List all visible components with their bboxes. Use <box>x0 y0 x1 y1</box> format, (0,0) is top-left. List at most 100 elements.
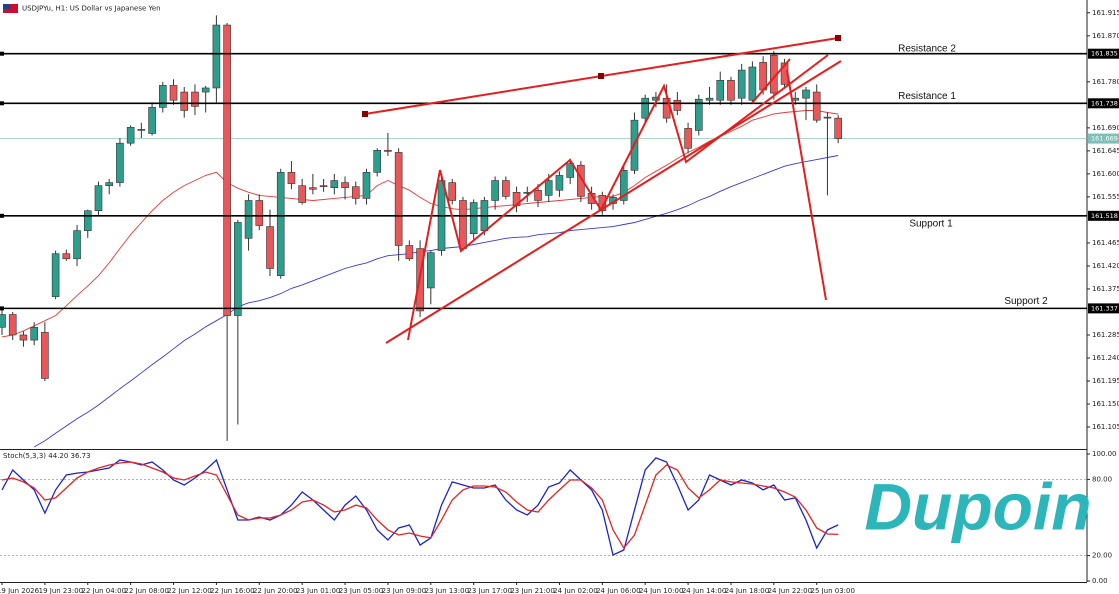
main-panel: 161.915 161.870 161.780 161.690 161.645 161.6… <box>0 9 1119 594</box>
x-tick-label: 24 Jun 06:00 <box>596 587 640 594</box>
candle-body <box>276 172 285 276</box>
y-tick-label: 100.00 <box>1092 450 1117 458</box>
candle-body <box>834 117 842 139</box>
candle-body <box>41 332 49 379</box>
x-tick-label: 23 Jun 17:00 <box>467 587 511 594</box>
trendline-anchor <box>362 111 368 117</box>
level-price-label: 161.835 <box>1091 50 1118 58</box>
y-tick-label: 161.150 <box>1092 400 1119 408</box>
x-tick-label: 23 Jun 13:00 <box>425 587 469 594</box>
zigzag-line <box>407 54 829 341</box>
x-tick-label: 24 Jun 10:00 <box>639 587 683 594</box>
x-tick-label: 24 Jun 14:00 <box>682 587 726 594</box>
level-name: Resistance 1 <box>898 91 956 102</box>
candle-body <box>716 79 725 101</box>
level-price-label: 161.337 <box>1091 304 1118 312</box>
y-tick-label: 161.870 <box>1092 32 1119 40</box>
x-tick-label: 23 Jun 09:00 <box>382 587 426 594</box>
candle-body <box>641 97 650 119</box>
stochastic-panel: 100.00 80.00 20.00 0.00 <box>0 450 1117 585</box>
candle-body <box>566 163 574 178</box>
trendline-anchor <box>598 73 604 79</box>
candle-body <box>394 152 403 246</box>
candle-body <box>191 91 199 107</box>
candle-body <box>727 79 735 101</box>
trendline-anchor <box>835 35 841 41</box>
candle-body <box>684 128 692 149</box>
y-tick-label: 161.285 <box>1092 331 1119 339</box>
candle-body <box>448 182 457 201</box>
projection-line <box>786 69 827 301</box>
y-tick-label: 161.780 <box>1092 78 1119 86</box>
y-tick-label: 161.195 <box>1092 377 1119 385</box>
candle-body <box>555 175 564 191</box>
candle-body <box>309 187 317 190</box>
candle-body <box>30 327 38 341</box>
y-tick-label: 161.375 <box>1092 285 1119 293</box>
y-tick-label: 161.555 <box>1092 193 1119 201</box>
candle-body <box>19 334 28 341</box>
candle-body <box>491 180 499 201</box>
candle-body <box>351 186 360 199</box>
moving-average <box>33 155 839 448</box>
candle-body <box>287 172 296 184</box>
flag-part <box>3 4 10 9</box>
symbol-flag <box>3 4 18 13</box>
candle-body <box>384 150 392 152</box>
x-tick-label: 19 Jun 2026 <box>0 587 40 594</box>
y-tick-label: 161.645 <box>1092 147 1119 155</box>
x-tick-label: 23 Jun 01:00 <box>296 587 340 594</box>
stochastic-line <box>1 457 839 556</box>
level-price-label: 161.518 <box>1091 212 1118 220</box>
candle-body <box>137 129 146 131</box>
level-price-box <box>1088 98 1119 109</box>
candle-body <box>126 127 135 144</box>
x-tick-label: 22 Jun 12:00 <box>167 587 211 594</box>
candle-body <box>802 89 810 99</box>
y-tick-label: 161.915 <box>1092 9 1119 17</box>
candle-body <box>330 180 339 188</box>
candle-body <box>705 97 714 101</box>
drawn-trendlines <box>362 35 842 344</box>
level-name: Resistance 2 <box>898 43 956 54</box>
x-tick-label: 24 Jun 02:00 <box>553 587 597 594</box>
candle-body <box>105 182 113 186</box>
candle-body <box>748 66 757 101</box>
candle-body <box>201 87 210 93</box>
x-tick-label: 22 Jun 20:00 <box>253 587 297 594</box>
candle-body <box>255 200 264 226</box>
candle-body <box>812 91 821 121</box>
y-tick-label: 161.240 <box>1092 354 1119 362</box>
candle-body <box>426 252 435 289</box>
indicator-title: Stoch(5,3,3) 44.20 36.73 <box>3 452 91 460</box>
x-tick-label: 23 Jun 21:00 <box>510 587 554 594</box>
candle-body <box>159 85 167 108</box>
candle-body <box>244 200 253 239</box>
candle-body <box>266 226 274 269</box>
candle-body <box>341 182 349 188</box>
candle-body <box>673 99 682 111</box>
x-tick-label: 24 Jun 22:00 <box>768 587 812 594</box>
candle-body <box>469 202 478 235</box>
candle-body <box>0 314 6 328</box>
x-tick-label: 22 Jun 04:00 <box>82 587 126 594</box>
candle-body <box>62 253 71 260</box>
zigzag-line <box>751 58 791 104</box>
level-anchor <box>0 51 4 56</box>
lower-trendline <box>385 60 842 344</box>
y-tick-label: 161.465 <box>1092 239 1119 247</box>
candle-body <box>459 200 467 249</box>
candle-body <box>51 253 60 297</box>
y-tick-label: 161.420 <box>1092 262 1119 270</box>
candle-body <box>319 185 328 187</box>
candle-body <box>223 24 231 316</box>
candle-body <box>298 185 306 203</box>
level-anchor <box>0 306 4 311</box>
candle-body <box>823 116 832 119</box>
candle-body <box>94 185 103 212</box>
level-name: Support 2 <box>1004 296 1048 307</box>
y-tick-label: 80.00 <box>1092 475 1112 483</box>
candle-body <box>598 195 607 212</box>
current-price-box <box>1088 133 1119 144</box>
